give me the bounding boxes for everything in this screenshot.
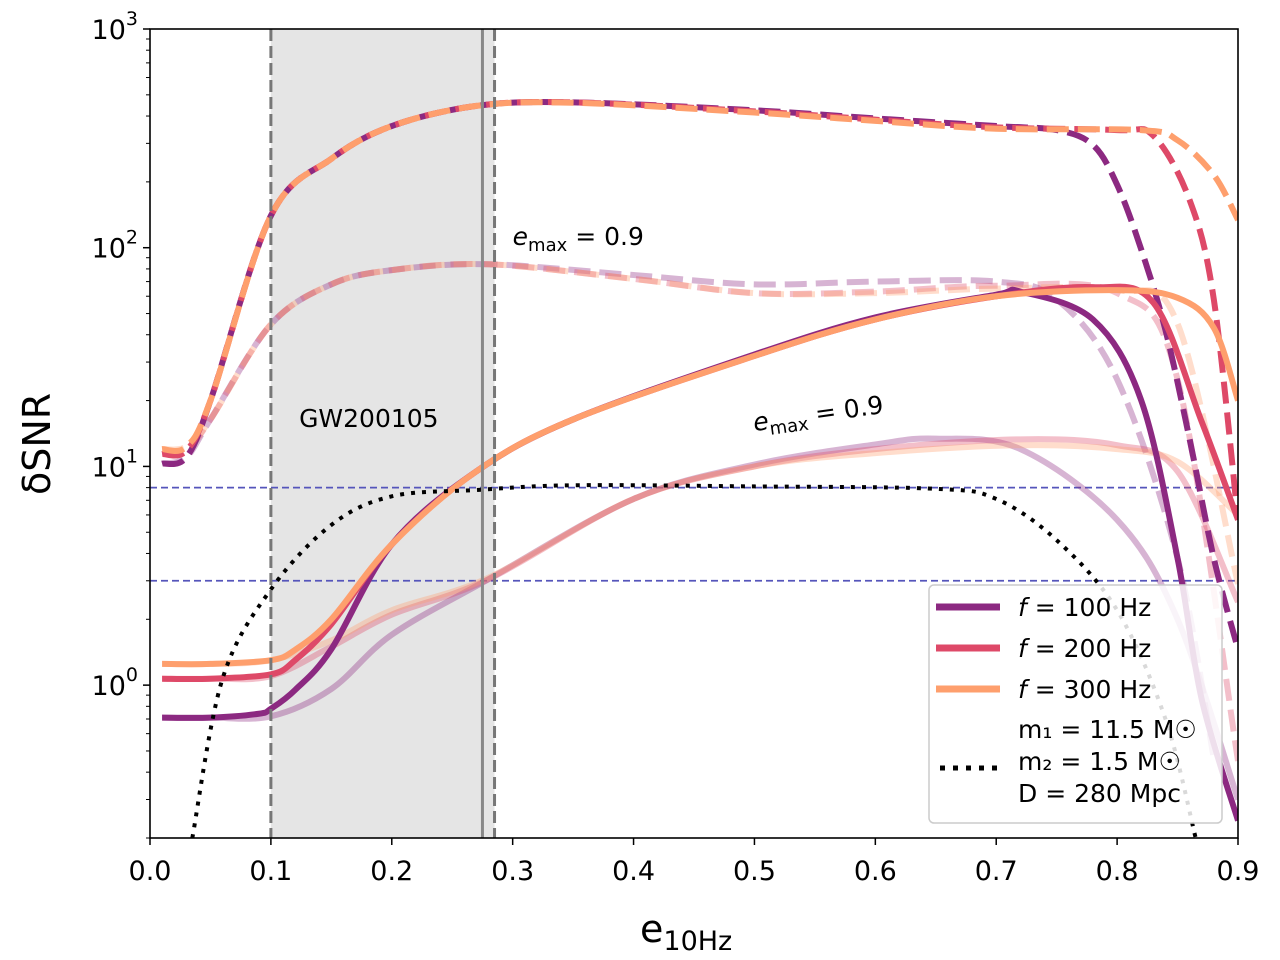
x-tick-label: 0.3 <box>491 856 534 887</box>
y-tick-base: 10 <box>92 671 126 702</box>
series-line <box>162 436 1238 683</box>
shaded-region <box>270 29 495 838</box>
y-tick-label: 103 <box>92 8 138 46</box>
legend-box <box>928 584 1223 824</box>
series-layer <box>150 29 1238 838</box>
series-line <box>161 261 1217 760</box>
y-tick-exp: 1 <box>126 445 138 467</box>
series-line <box>162 287 1238 668</box>
x-tick-label: 0.8 <box>1096 856 1139 887</box>
legend-label: D = 280 Mpc <box>1018 779 1181 808</box>
x-tick-label: 0.7 <box>975 856 1018 887</box>
x-tick-label: 0.6 <box>854 856 897 887</box>
x-tick-label: 0.4 <box>612 856 655 887</box>
y-tick-label: 100 <box>92 664 138 702</box>
axes: 0.0 0.1 0.2 0.3 0.4 0.5 0.6 0.7 0.8 0.91001011021… <box>92 8 1260 887</box>
y-tick-label: 101 <box>92 445 138 483</box>
y-tick-exp: 0 <box>126 664 138 686</box>
shaded-region-label: GW200105 <box>299 404 439 433</box>
emax-annotation: emax = 0.9 <box>513 222 644 256</box>
x-tick-label: 0.2 <box>370 856 413 887</box>
legend-value: = 300 Hz <box>1027 675 1151 704</box>
y-tick-exp: 3 <box>126 8 138 30</box>
y-tick-base: 10 <box>92 452 126 483</box>
y-tick-base: 10 <box>92 234 126 265</box>
x-tick-label: 0.5 <box>733 856 776 887</box>
shaded-region-layer <box>270 29 495 838</box>
x-axis-label: e10Hz <box>640 907 732 957</box>
x-tick-label: 0.9 <box>1217 856 1260 887</box>
series-line <box>162 435 1238 801</box>
y-axis-label: δSNR <box>15 393 59 495</box>
y-tick-base: 10 <box>92 15 126 46</box>
x-tick-label: 0.0 <box>129 856 172 887</box>
x-tick-label: 0.1 <box>249 856 292 887</box>
plot-frame <box>149 28 1239 839</box>
annotation-value: = 0.9 <box>567 222 644 251</box>
legend-label: f = 300 Hz <box>1018 675 1151 704</box>
y-tick-label: 102 <box>92 227 138 265</box>
annotation-var: e <box>751 406 770 437</box>
y-tick-exp: 2 <box>126 227 138 249</box>
legend-value: = 200 Hz <box>1027 634 1151 663</box>
series-line <box>161 99 1238 454</box>
annotation-sub: max <box>528 235 568 256</box>
legend: f = 100 Hz f = 200 Hz f = 300 Hz m₁ = 11.5 … <box>928 584 1223 824</box>
legend-value: = 100 Hz <box>1027 593 1151 622</box>
annotation-var: e <box>513 222 528 251</box>
legend-label: f = 100 Hz <box>1018 593 1151 622</box>
series-line <box>190 483 1198 838</box>
series-line <box>161 260 1238 762</box>
legend-label: m₁ = 11.5 M☉ <box>1018 715 1197 744</box>
legend-label: f = 200 Hz <box>1018 634 1151 663</box>
legend-label: m₂ = 1.5 M☉ <box>1018 747 1181 776</box>
